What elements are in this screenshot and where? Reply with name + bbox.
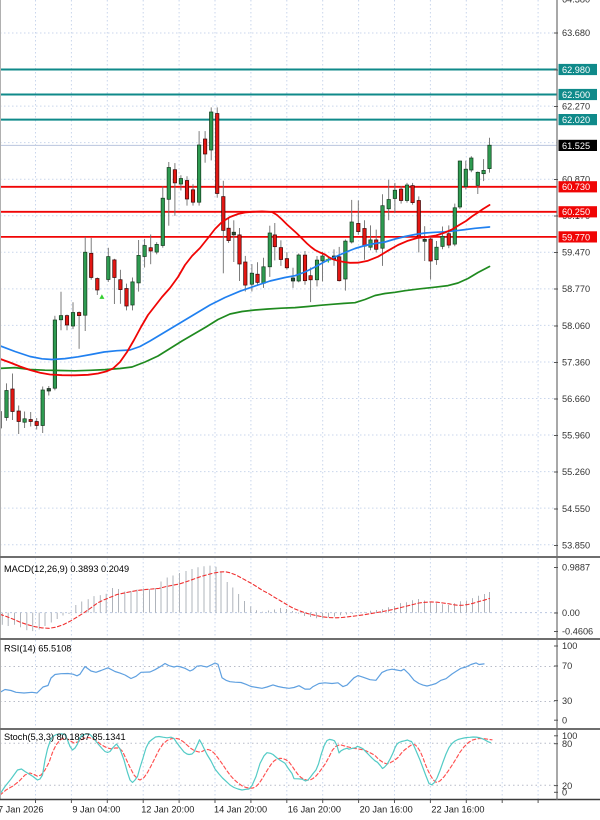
svg-text:62.020: 62.020 [562, 115, 590, 125]
svg-text:64.380: 64.380 [562, 0, 590, 5]
svg-text:12 Jan 20:00: 12 Jan 20:00 [141, 805, 194, 815]
svg-text:0: 0 [562, 788, 567, 798]
svg-text:-0.4606: -0.4606 [562, 627, 593, 637]
svg-text:61.525: 61.525 [562, 141, 590, 151]
svg-text:20: 20 [562, 781, 572, 791]
svg-text:55.960: 55.960 [562, 431, 590, 441]
svg-text:80: 80 [562, 739, 572, 749]
svg-text:7 Jan 2026: 7 Jan 2026 [0, 805, 43, 815]
svg-text:14 Jan 20:00: 14 Jan 20:00 [214, 805, 267, 815]
svg-text:100: 100 [562, 641, 577, 651]
svg-text:30: 30 [562, 696, 572, 706]
svg-text:20 Jan 16:00: 20 Jan 16:00 [360, 805, 413, 815]
svg-text:9 Jan 04:00: 9 Jan 04:00 [72, 805, 120, 815]
svg-text:58.060: 58.060 [562, 321, 590, 331]
svg-text:22 Jan 16:00: 22 Jan 16:00 [431, 805, 484, 815]
svg-text:62.500: 62.500 [562, 90, 590, 100]
svg-text:63.680: 63.680 [562, 28, 590, 38]
svg-text:Stoch(5,3,3) 80.1837 85.1341: Stoch(5,3,3) 80.1837 85.1341 [4, 732, 126, 742]
svg-text:58.770: 58.770 [562, 284, 590, 294]
svg-text:62.270: 62.270 [562, 102, 590, 112]
svg-text:54.550: 54.550 [562, 504, 590, 514]
svg-text:53.850: 53.850 [562, 541, 590, 551]
svg-text:0.9887: 0.9887 [562, 563, 590, 573]
svg-text:62.980: 62.980 [562, 65, 590, 75]
svg-text:0.00: 0.00 [562, 608, 580, 618]
svg-text:0: 0 [562, 715, 567, 725]
svg-text:70: 70 [562, 661, 572, 671]
svg-text:55.260: 55.260 [562, 467, 590, 477]
svg-text:59.770: 59.770 [562, 232, 590, 242]
svg-text:16 Jan 20:00: 16 Jan 20:00 [288, 805, 341, 815]
svg-text:MACD(12,26,9) 0.3893 0.2049: MACD(12,26,9) 0.3893 0.2049 [4, 564, 129, 574]
svg-text:60.250: 60.250 [562, 207, 590, 217]
svg-text:57.360: 57.360 [562, 358, 590, 368]
svg-text:60.870: 60.870 [562, 175, 590, 185]
svg-text:100: 100 [562, 731, 577, 741]
svg-text:59.470: 59.470 [562, 248, 590, 258]
svg-text:RSI(14) 65.5108: RSI(14) 65.5108 [4, 644, 71, 654]
svg-text:60.730: 60.730 [562, 182, 590, 192]
svg-text:56.660: 56.660 [562, 394, 590, 404]
